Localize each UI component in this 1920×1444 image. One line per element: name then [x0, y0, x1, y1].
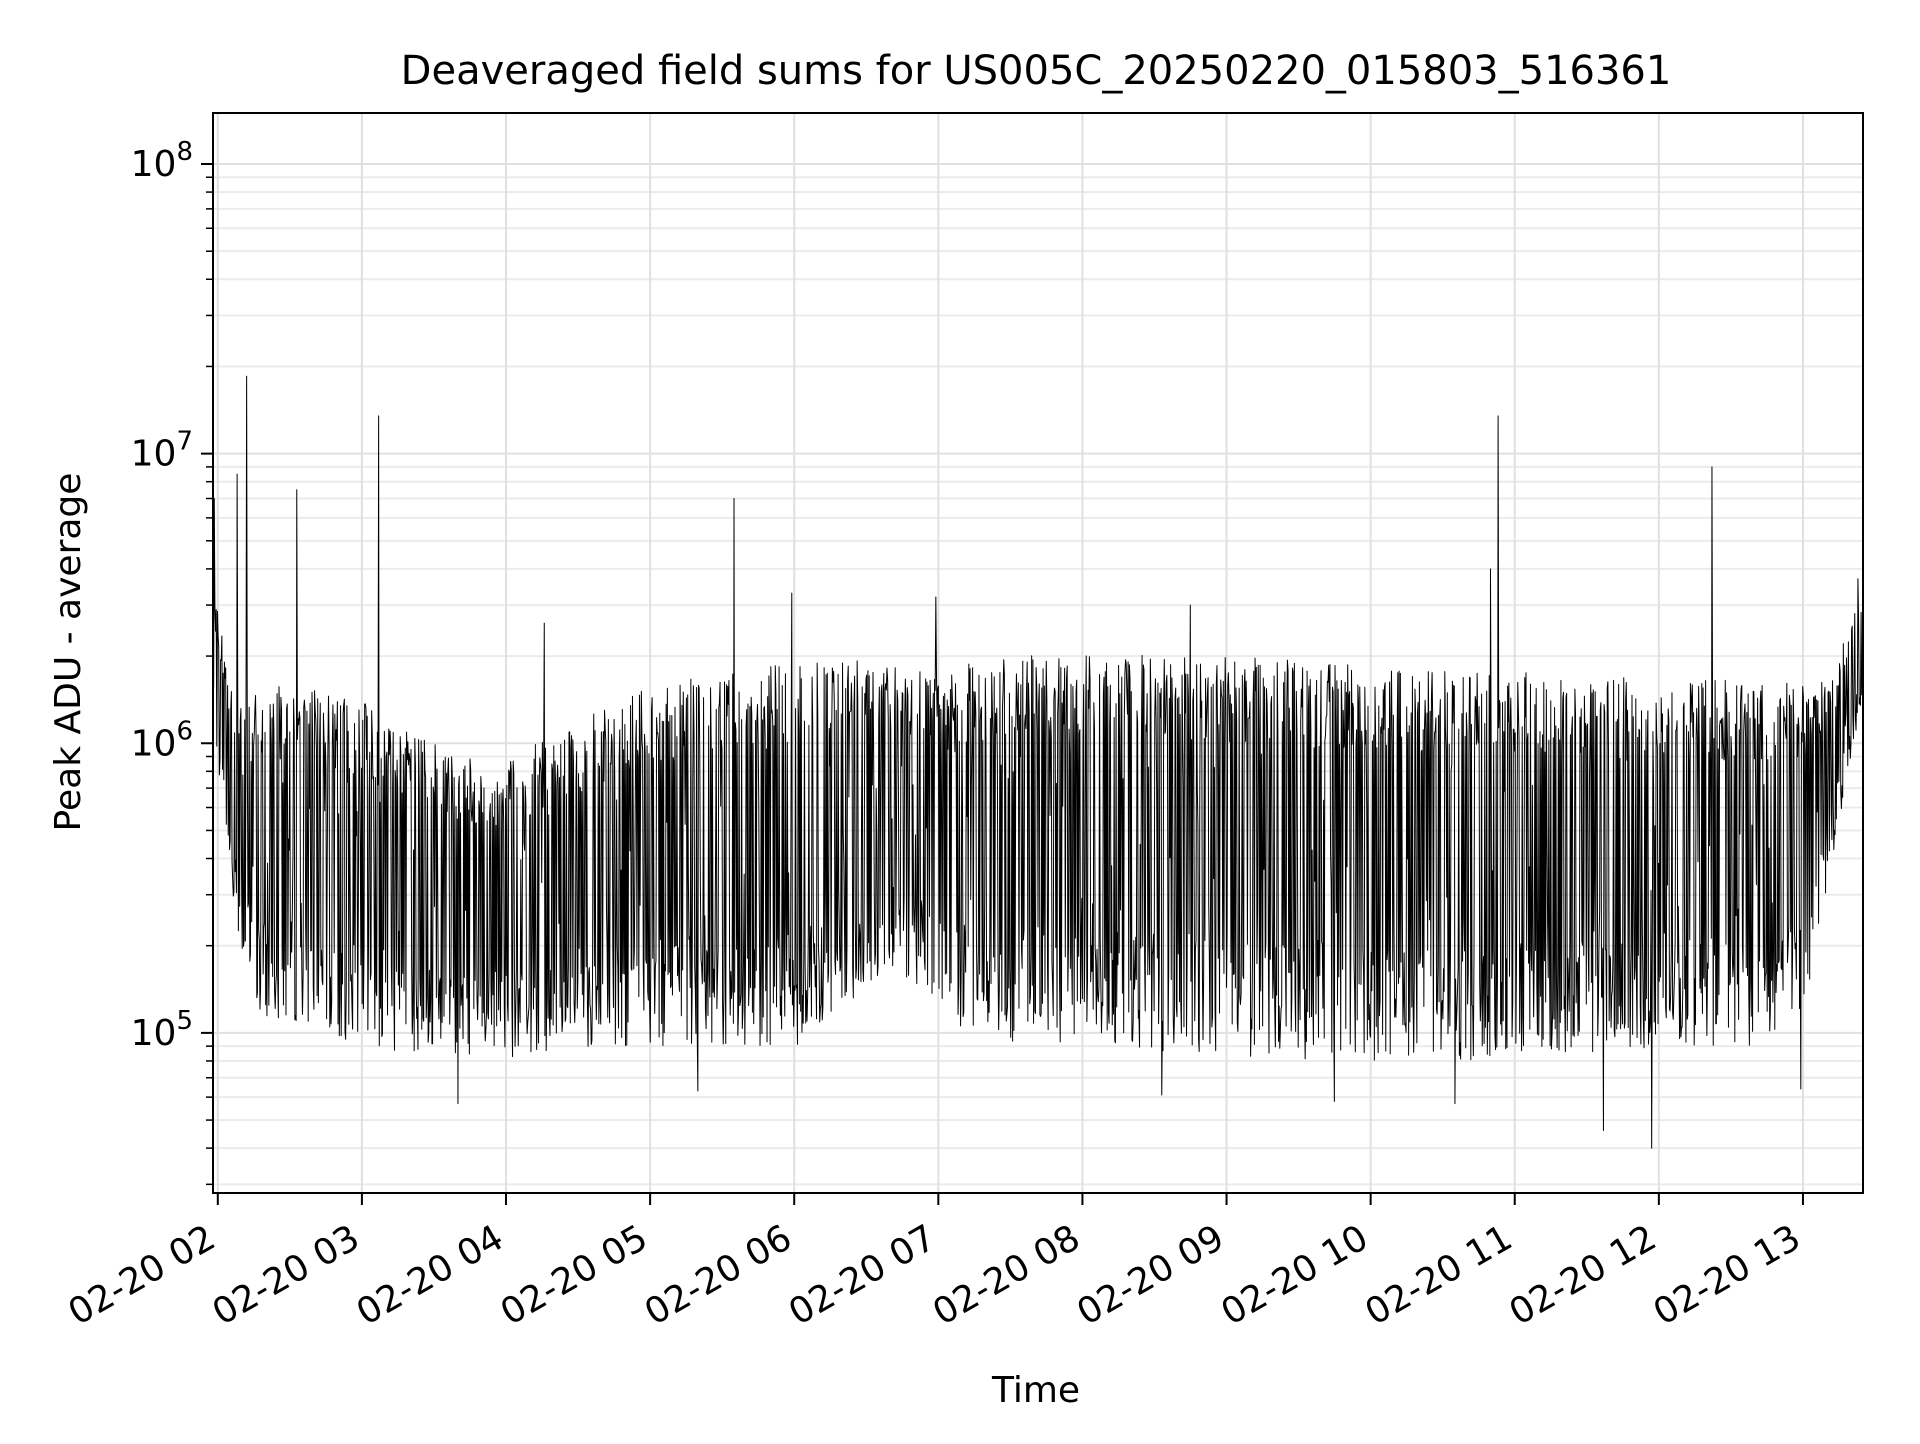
x-tick-label: 02-20 11: [1359, 1217, 1520, 1333]
x-axis-label: Time: [991, 1370, 1080, 1411]
x-tick-label: 02-20 06: [638, 1217, 799, 1333]
data-series-line: [212, 375, 1864, 1149]
x-tick-label: 02-20 08: [926, 1217, 1087, 1333]
x-tick-label: 02-20 03: [206, 1217, 367, 1333]
x-tick-label: 02-20 04: [350, 1217, 511, 1333]
x-tick-label: 02-20 10: [1214, 1217, 1375, 1333]
y-tick-label: 107: [131, 427, 193, 475]
y-tick-label: 106: [131, 716, 193, 764]
chart-title: Deaveraged field sums for US005C_2025022…: [401, 48, 1672, 94]
x-tick-label: 02-20 05: [494, 1217, 655, 1333]
x-tick-label: 02-20 13: [1647, 1217, 1808, 1333]
series-layer: [212, 375, 1864, 1149]
y-tick-label: 108: [131, 137, 193, 185]
grid: [213, 113, 1863, 1193]
x-tick-label: 02-20 12: [1503, 1217, 1664, 1333]
y-tick-label: 105: [131, 1006, 193, 1054]
y-axis-label: Peak ADU - average: [48, 473, 89, 832]
x-tick-label: 02-20 02: [62, 1217, 223, 1333]
plot-frame: [212, 112, 1864, 1194]
x-tick-label: 02-20 09: [1070, 1217, 1231, 1333]
x-tick-label: 02-20 07: [782, 1217, 943, 1333]
